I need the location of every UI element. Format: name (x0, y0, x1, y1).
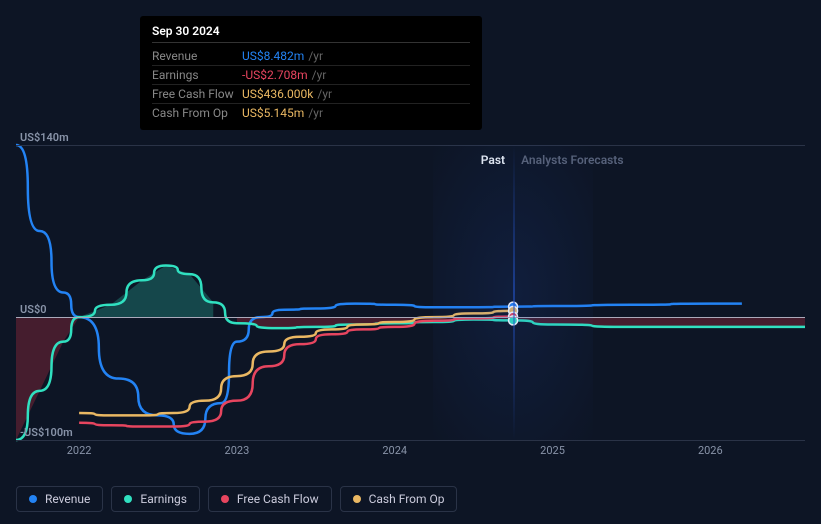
tooltip-row-value: US$8.482m (242, 49, 304, 63)
y-axis-label: -US$100m (20, 426, 73, 439)
legend-label: Revenue (45, 492, 90, 506)
x-axis-label: 2026 (698, 444, 723, 457)
y-axis-label: US$0 (20, 303, 47, 316)
legend-dot (29, 495, 37, 503)
legend-dot (221, 495, 229, 503)
tooltip-row-unit: /yr (308, 106, 323, 120)
legend-item-revenue[interactable]: Revenue (16, 486, 103, 512)
legend-item-earnings[interactable]: Earnings (111, 486, 200, 512)
tooltip-row: Earnings-US$2.708m/yr (152, 66, 470, 85)
tooltip-row-value: -US$2.708m (242, 68, 308, 82)
tooltip-row: Cash From OpUS$5.145m/yr (152, 104, 470, 122)
tooltip-rows: RevenueUS$8.482m/yrEarnings-US$2.708m/yr… (152, 47, 470, 122)
tooltip-row: RevenueUS$8.482m/yr (152, 47, 470, 66)
tooltip-row-label: Free Cash Flow (152, 87, 242, 101)
x-axis-label: 2025 (540, 444, 565, 457)
tooltip-row-label: Revenue (152, 49, 242, 63)
chart-area: US$140mUS$0-US$100m20222023202420252026P… (16, 145, 805, 440)
tooltip-row-unit: /yr (308, 49, 323, 63)
legend-item-free-cash-flow[interactable]: Free Cash Flow (208, 486, 332, 512)
tooltip-row: Free Cash FlowUS$436.000k/yr (152, 85, 470, 104)
x-axis-label: 2022 (67, 444, 92, 457)
tooltip-row-value: US$5.145m (242, 106, 304, 120)
legend-dot (124, 495, 132, 503)
tooltip: Sep 30 2024 RevenueUS$8.482m/yrEarnings-… (140, 16, 482, 130)
tooltip-row-label: Cash From Op (152, 106, 242, 120)
tooltip-row-label: Earnings (152, 68, 242, 82)
y-gridline (16, 440, 805, 441)
y-axis-label: US$140m (20, 131, 69, 144)
tooltip-row-value: US$436.000k (242, 87, 313, 101)
tooltip-date: Sep 30 2024 (152, 24, 470, 43)
legend-item-cash-from-op[interactable]: Cash From Op (340, 486, 458, 512)
legend-label: Free Cash Flow (237, 492, 319, 506)
legend: Revenue Earnings Free Cash Flow Cash From O… (16, 486, 457, 512)
tooltip-row-unit: /yr (312, 68, 327, 82)
past-label: Past (481, 153, 505, 167)
chart-svg (16, 145, 805, 440)
x-axis-label: 2023 (225, 444, 250, 457)
legend-label: Cash From Op (369, 492, 445, 506)
forecast-label: Analysts Forecasts (521, 153, 623, 167)
y-gridline (16, 145, 805, 146)
series-revenue (16, 145, 742, 434)
y-gridline (16, 317, 805, 318)
tooltip-row-unit: /yr (317, 87, 332, 101)
legend-label: Earnings (140, 492, 187, 506)
legend-dot (353, 495, 361, 503)
x-axis-label: 2024 (382, 444, 407, 457)
